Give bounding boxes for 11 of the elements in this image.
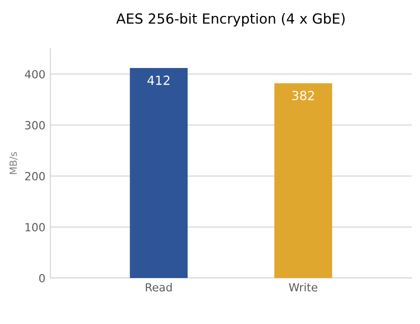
y-tick-label: 200 — [25, 172, 45, 180]
x-tick-label: Read — [146, 282, 172, 292]
y-tick-label: 0 — [39, 274, 45, 282]
data-label: 382 — [292, 90, 314, 100]
data-label: 412 — [147, 76, 170, 85]
y-tick-label: 100 — [26, 222, 45, 232]
y-tick-label: 400 — [24, 70, 45, 78]
x-tick-label: Write — [288, 282, 318, 292]
y-tick-label: 300 — [25, 121, 45, 130]
y-axis-title: MB/s — [10, 152, 18, 174]
chart-title: AES 256-bit Encryption (4 x GbE) — [116, 13, 345, 26]
